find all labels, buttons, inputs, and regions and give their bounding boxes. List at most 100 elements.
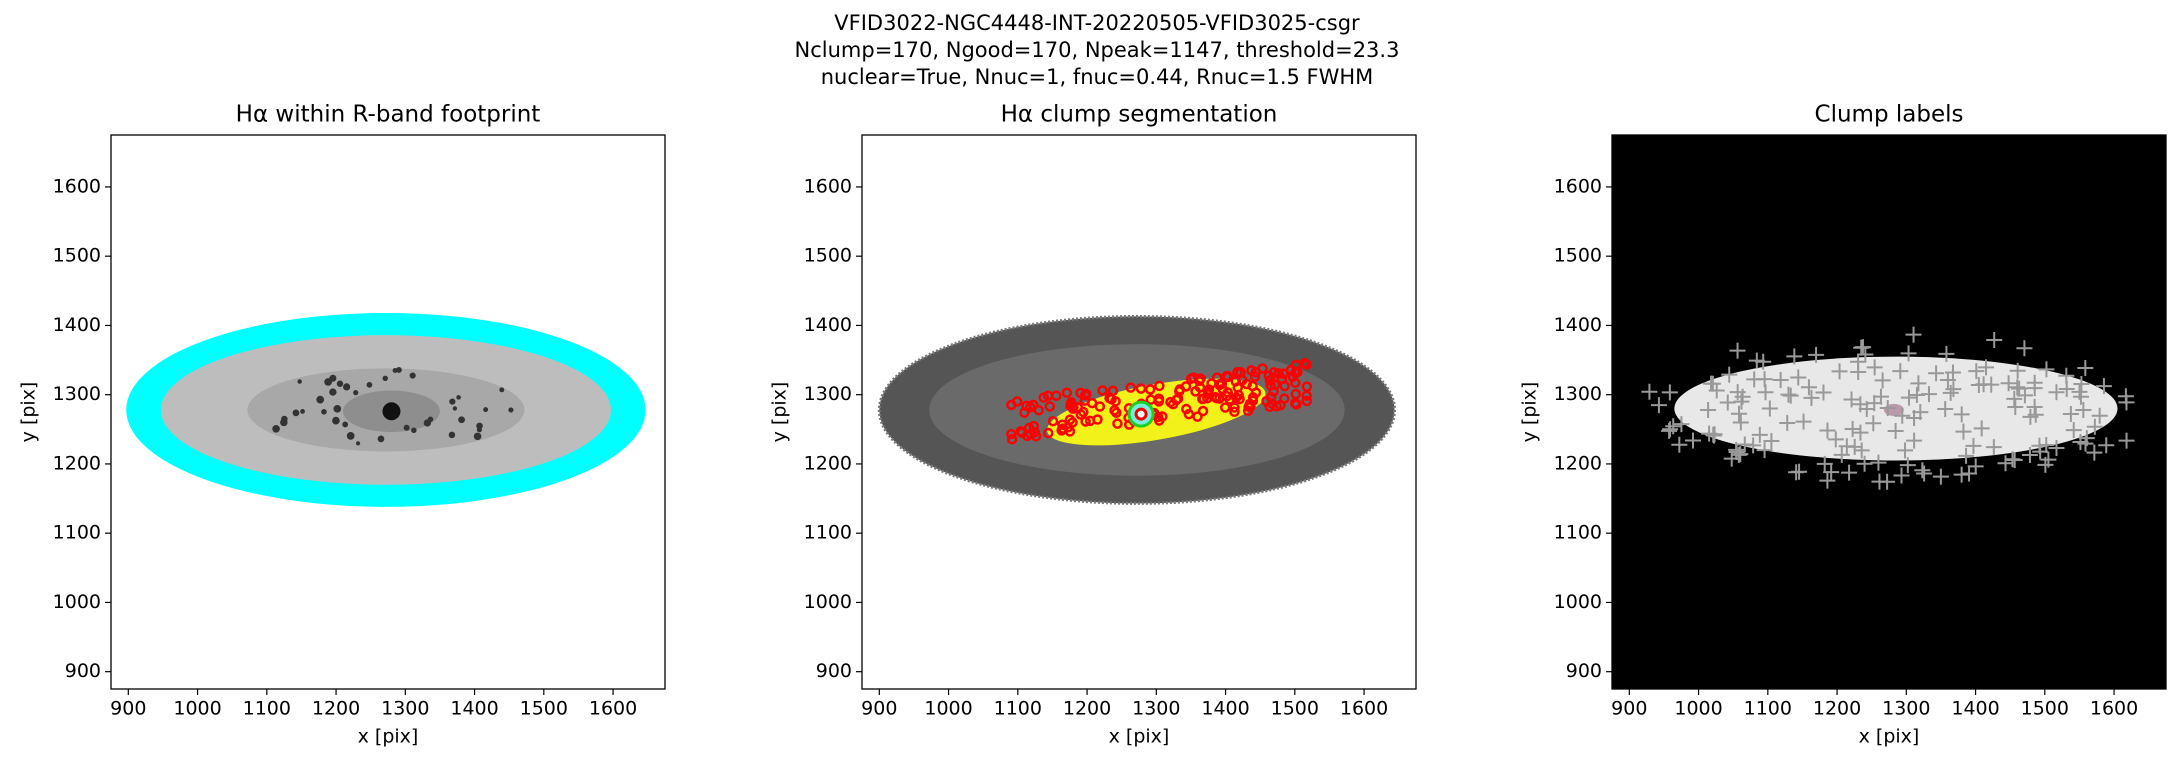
clump-marker <box>1846 438 1863 455</box>
image <box>1612 135 2166 689</box>
clump-marker <box>2007 398 2024 415</box>
clump-marker <box>1729 342 1746 359</box>
axes-frame <box>1611 134 2167 690</box>
clump-marker <box>1894 407 1911 424</box>
clump <box>1275 399 1286 411</box>
y-axis-label: y [pix] <box>769 382 791 443</box>
nucleus <box>382 402 401 421</box>
clump <box>1135 383 1147 394</box>
y-tick-label: 1300 <box>1554 383 1602 405</box>
clump-marker <box>1955 423 1972 440</box>
clump <box>1249 371 1261 382</box>
clump <box>1111 407 1122 418</box>
clump-marker <box>1641 383 1658 400</box>
knot <box>403 424 410 431</box>
clump-marker <box>1872 388 1889 405</box>
y-tick-label: 1200 <box>53 452 101 474</box>
clump-marker <box>1841 464 1858 481</box>
panel: 900 1000 1100 1200 1300 1400 1500 1600 900 1000 11… <box>769 102 1417 748</box>
clump <box>1044 401 1056 412</box>
clump-marker <box>1701 425 1718 442</box>
clump-marker <box>1808 346 1825 363</box>
clump-marker <box>1816 455 1833 472</box>
clump-marker <box>1736 436 1753 453</box>
clump-marker <box>1938 345 1955 362</box>
knot <box>343 383 351 391</box>
knot <box>382 375 388 382</box>
clump <box>1217 383 1229 395</box>
knot <box>473 432 482 441</box>
x-tick-label: 1300 <box>1882 698 1930 720</box>
clump-marker <box>2037 456 2054 473</box>
clump-marker <box>2118 394 2135 411</box>
y-tick-label: 1600 <box>1554 175 1602 197</box>
clump-marker <box>2009 379 2026 396</box>
knot <box>342 421 349 428</box>
nucleus <box>1134 407 1148 421</box>
clump-marker <box>1975 376 1992 393</box>
clump-marker <box>2016 340 2033 357</box>
clump <box>1025 428 1036 440</box>
clump-marker <box>1937 401 1954 418</box>
clump-marker <box>1893 467 1910 484</box>
clump <box>1264 375 1276 386</box>
clump <box>1234 393 1245 405</box>
knot <box>392 367 398 373</box>
y-tick-label: 1500 <box>53 245 101 267</box>
clump <box>1188 372 1199 383</box>
knot <box>324 378 332 386</box>
clump-marker <box>1685 432 1702 449</box>
clump <box>1222 370 1233 382</box>
clump <box>1025 401 1036 413</box>
clump-marker <box>2091 407 2108 424</box>
clump-marker <box>2086 418 2103 435</box>
clump-marker <box>1790 369 1807 386</box>
clump <box>1042 390 1054 402</box>
x-tick-label: 1300 <box>1132 698 1180 720</box>
clump-marker <box>1844 421 1861 438</box>
x-tick-label: 1000 <box>924 698 972 720</box>
knot <box>476 427 482 433</box>
clump <box>1197 405 1209 417</box>
y-tick-label: 1600 <box>804 175 852 197</box>
x-tick-label: 1100 <box>243 698 291 720</box>
clump <box>1180 381 1192 392</box>
clump <box>1290 388 1301 400</box>
clump-marker <box>1843 391 1860 408</box>
clump-marker <box>1823 464 1840 481</box>
panel: 900 1000 1100 1200 1300 1400 1500 1600 900 1000 11… <box>18 102 666 748</box>
clump <box>1006 434 1018 445</box>
clump-marker <box>1705 426 1722 443</box>
clump <box>1097 385 1108 396</box>
clump <box>1104 392 1115 404</box>
clump-marker <box>2048 440 2065 457</box>
knot <box>280 418 288 427</box>
knot <box>452 406 458 411</box>
x-axis-label: x [pix] <box>358 726 419 748</box>
clump-marker <box>1953 466 1970 483</box>
axes-title: Hα within R-band footprint <box>236 102 541 128</box>
knot <box>353 390 359 396</box>
figure-title: nuclear=True, Nnuc=1, fnuc=0.44, Rnuc=1.… <box>821 65 1374 89</box>
x-tick-label: 1000 <box>173 698 221 720</box>
clump-marker <box>1853 442 1870 459</box>
y-tick-label: 1400 <box>804 314 852 336</box>
axes-title: Hα clump segmentation <box>1001 102 1278 128</box>
clump <box>1290 377 1301 389</box>
x-tick-label: 1600 <box>589 698 637 720</box>
y-tick-label: 900 <box>816 660 852 682</box>
clump-marker <box>1819 472 1836 489</box>
y-tick-label: 1400 <box>1554 314 1602 336</box>
clump <box>1229 402 1240 413</box>
clump-marker <box>2031 437 2048 454</box>
clump-marker <box>1719 394 1736 411</box>
clump-marker <box>1932 468 1949 485</box>
clump-marker <box>1916 465 1933 482</box>
clump-marker <box>2078 430 2095 447</box>
clump-marker <box>1887 422 1904 439</box>
clump <box>1183 408 1195 420</box>
clump-marker <box>1870 454 1887 471</box>
clump-marker <box>1928 365 1945 382</box>
y-tick-label: 900 <box>1566 660 1602 682</box>
